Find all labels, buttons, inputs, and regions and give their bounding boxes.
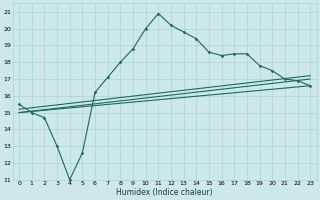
X-axis label: Humidex (Indice chaleur): Humidex (Indice chaleur) <box>116 188 213 197</box>
